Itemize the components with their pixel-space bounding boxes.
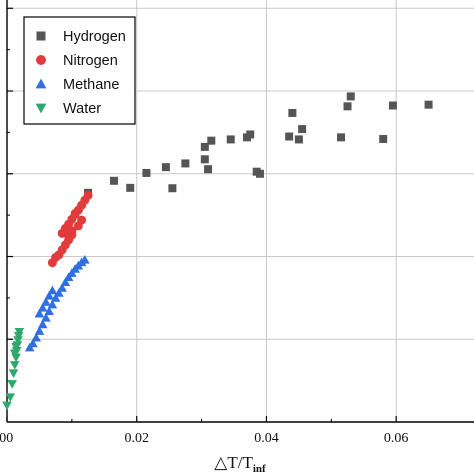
hydrogen-point: [294, 135, 303, 144]
x-axis-title: △T/Tinf: [214, 453, 266, 474]
methane-point: [60, 277, 71, 287]
nitrogen-point: [83, 190, 93, 200]
hydrogen-point: [255, 169, 264, 178]
hydrogen-point: [346, 92, 355, 101]
methane-point: [28, 338, 38, 348]
hydrogen-point: [246, 130, 255, 139]
x-tick-label: 0.02: [124, 431, 149, 446]
legend-label-water: Water: [63, 101, 101, 117]
legend-marker-nitrogen: [36, 55, 46, 65]
legend-marker-hydrogen: [36, 31, 46, 41]
hydrogen-point: [200, 155, 209, 164]
methane-point: [80, 255, 90, 264]
water-point: [8, 369, 19, 378]
methane-point: [37, 319, 48, 329]
hydrogen-point: [168, 184, 177, 193]
methane-point: [44, 306, 54, 315]
hydrogen-point: [285, 132, 294, 141]
water-point: [9, 361, 20, 370]
hydrogen-point: [288, 108, 297, 117]
methane-point: [41, 297, 51, 306]
hydrogen-point: [337, 133, 346, 142]
x-tick-labels: 0.00 0.02 0.04 0.06: [0, 431, 408, 446]
legend: Hydrogen Nitrogen Methane Water: [23, 16, 136, 125]
methane-point: [34, 308, 45, 318]
data-points: [2, 92, 433, 411]
hydrogen-point: [142, 168, 151, 177]
methane-point: [34, 326, 45, 335]
legend-label-nitrogen: Nitrogen: [63, 53, 118, 69]
hydrogen-point: [298, 125, 307, 134]
hydrogen-point: [379, 135, 388, 144]
water-point: [2, 401, 12, 411]
methane-point: [41, 312, 51, 322]
x-tick-label: 0.00: [0, 431, 13, 446]
nitrogen-point: [67, 226, 77, 236]
water-point: [13, 336, 23, 345]
hydrogen-point: [126, 183, 135, 192]
legend-marker-water: [35, 103, 47, 114]
water-point: [14, 327, 25, 337]
legend-label-hydrogen: Hydrogen: [63, 29, 126, 45]
hydrogen-point: [110, 176, 119, 185]
hydrogen-point: [226, 135, 235, 144]
hydrogen-point: [204, 165, 213, 174]
hydrogen-point: [343, 102, 352, 111]
nitrogen-point: [70, 208, 80, 218]
hydrogen-point: [207, 136, 216, 145]
water-point: [13, 332, 24, 341]
methane-point: [44, 291, 54, 300]
x-tick-label: 0.06: [384, 431, 409, 446]
methane-point: [54, 288, 64, 297]
methane-point: [47, 299, 58, 309]
hydrogen-point: [424, 100, 433, 109]
water-point: [7, 380, 17, 389]
hydrogen-point: [181, 159, 190, 168]
hydrogen-point: [200, 142, 209, 151]
hydrogen-point: [161, 163, 170, 172]
methane-point: [37, 303, 48, 312]
methane-point: [57, 283, 67, 292]
water-point: [9, 349, 20, 359]
water-point: [5, 393, 16, 402]
hydrogen-point: [388, 101, 397, 110]
x-tick-label: 0.04: [254, 431, 279, 446]
methane-point: [31, 332, 41, 342]
nitrogen-point: [77, 215, 87, 225]
water-point: [11, 342, 21, 352]
legend-label-methane: Methane: [63, 77, 119, 93]
legend-marker-methane: [35, 78, 47, 89]
methane-point: [47, 285, 58, 295]
